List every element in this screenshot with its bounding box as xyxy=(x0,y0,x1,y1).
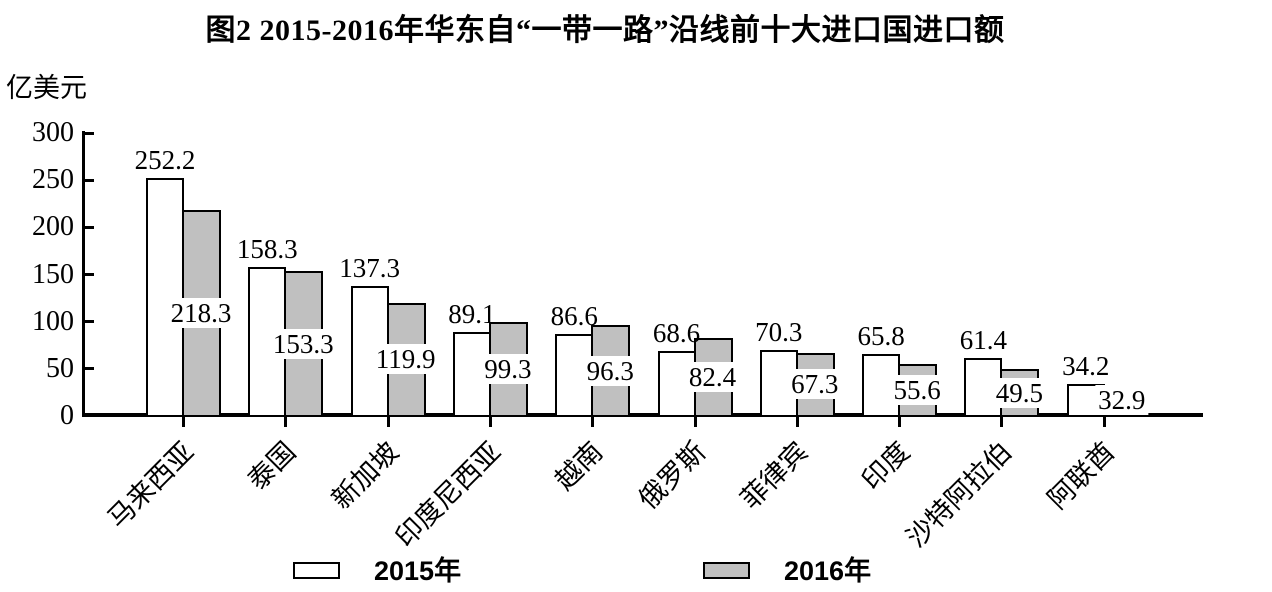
value-label-2016: 153.3 xyxy=(269,328,337,359)
value-label-2015: 61.4 xyxy=(959,325,1008,356)
y-axis-tick xyxy=(85,225,94,229)
value-label-2015: 89.1 xyxy=(448,298,496,329)
y-axis-tick xyxy=(85,273,94,276)
y-axis-line xyxy=(82,131,85,417)
value-label-2015: 137.3 xyxy=(339,253,400,284)
x-axis-category-label: 沙特阿拉伯 xyxy=(901,436,1018,553)
y-axis-tick xyxy=(85,320,94,324)
x-axis-tick xyxy=(1000,417,1004,427)
value-label-2015: 158.3 xyxy=(236,233,298,264)
y-axis-tick-label: 50 xyxy=(46,352,74,384)
value-label-2016: 82.4 xyxy=(685,362,740,393)
y-axis-tick-label: 150 xyxy=(32,258,74,290)
y-axis-unit-label: 亿美元 xyxy=(6,73,87,103)
legend-label: 2015年 xyxy=(374,556,462,586)
value-label-2015: 34.2 xyxy=(1062,350,1110,381)
x-axis-tick xyxy=(693,417,697,427)
value-label-2016: 55.6 xyxy=(890,374,944,405)
x-axis-tick xyxy=(284,417,288,427)
x-axis-category-label: 印度尼西亚 xyxy=(389,436,507,553)
value-label-2015: 65.8 xyxy=(857,320,905,351)
value-label-2015: 252.2 xyxy=(134,145,196,176)
x-axis-tick xyxy=(386,417,390,427)
y-axis-tick-label: 200 xyxy=(32,211,74,243)
x-axis-category-label: 俄罗斯 xyxy=(632,436,712,515)
x-axis-category-label: 阿联酋 xyxy=(1041,436,1121,515)
x-axis-category-label: 印度 xyxy=(856,436,916,496)
y-axis-tick xyxy=(85,367,94,371)
y-axis-tick-label: 300 xyxy=(32,117,74,148)
value-label-2015: 70.3 xyxy=(755,316,803,347)
y-axis-tick xyxy=(85,178,94,182)
value-label-2016: 218.3 xyxy=(167,298,235,329)
legend-swatch-2015 xyxy=(293,562,340,579)
x-axis-category-label: 菲律宾 xyxy=(734,436,814,515)
x-axis-tick xyxy=(591,417,595,427)
value-label-2016: 32.9 xyxy=(1095,385,1149,416)
x-axis-tick xyxy=(1102,417,1106,427)
value-label-2015: 86.6 xyxy=(550,301,598,332)
value-label-2016: 99.3 xyxy=(481,354,535,385)
x-axis-line xyxy=(82,413,1203,417)
x-axis-category-label: 新加坡 xyxy=(325,436,405,515)
legend-label: 2016年 xyxy=(784,556,872,586)
value-label-2016: 67.3 xyxy=(788,369,842,400)
value-label-2016: 49.5 xyxy=(992,377,1047,408)
y-axis-tick xyxy=(85,131,94,135)
y-axis-tick-label: 100 xyxy=(32,305,74,337)
y-axis-tick-label: 250 xyxy=(32,164,74,196)
x-axis-category-label: 泰国 xyxy=(242,436,302,496)
x-axis-tick xyxy=(182,417,185,427)
x-axis-tick xyxy=(488,417,492,427)
chart-title: 图2 2015-2016年华东自“一带一路”沿线前十大进口国进口额 xyxy=(205,14,1005,47)
value-label-2016: 96.3 xyxy=(583,355,637,386)
x-axis-category-label: 越南 xyxy=(549,436,609,496)
x-axis-tick xyxy=(795,417,799,427)
x-axis-tick xyxy=(898,417,902,427)
legend-swatch-2016 xyxy=(703,562,750,579)
x-axis-category-label: 马来西亚 xyxy=(101,436,200,534)
y-axis-tick-label: 0 xyxy=(60,400,74,431)
value-label-2016: 119.9 xyxy=(372,344,439,375)
value-label-2015: 68.6 xyxy=(652,318,701,349)
